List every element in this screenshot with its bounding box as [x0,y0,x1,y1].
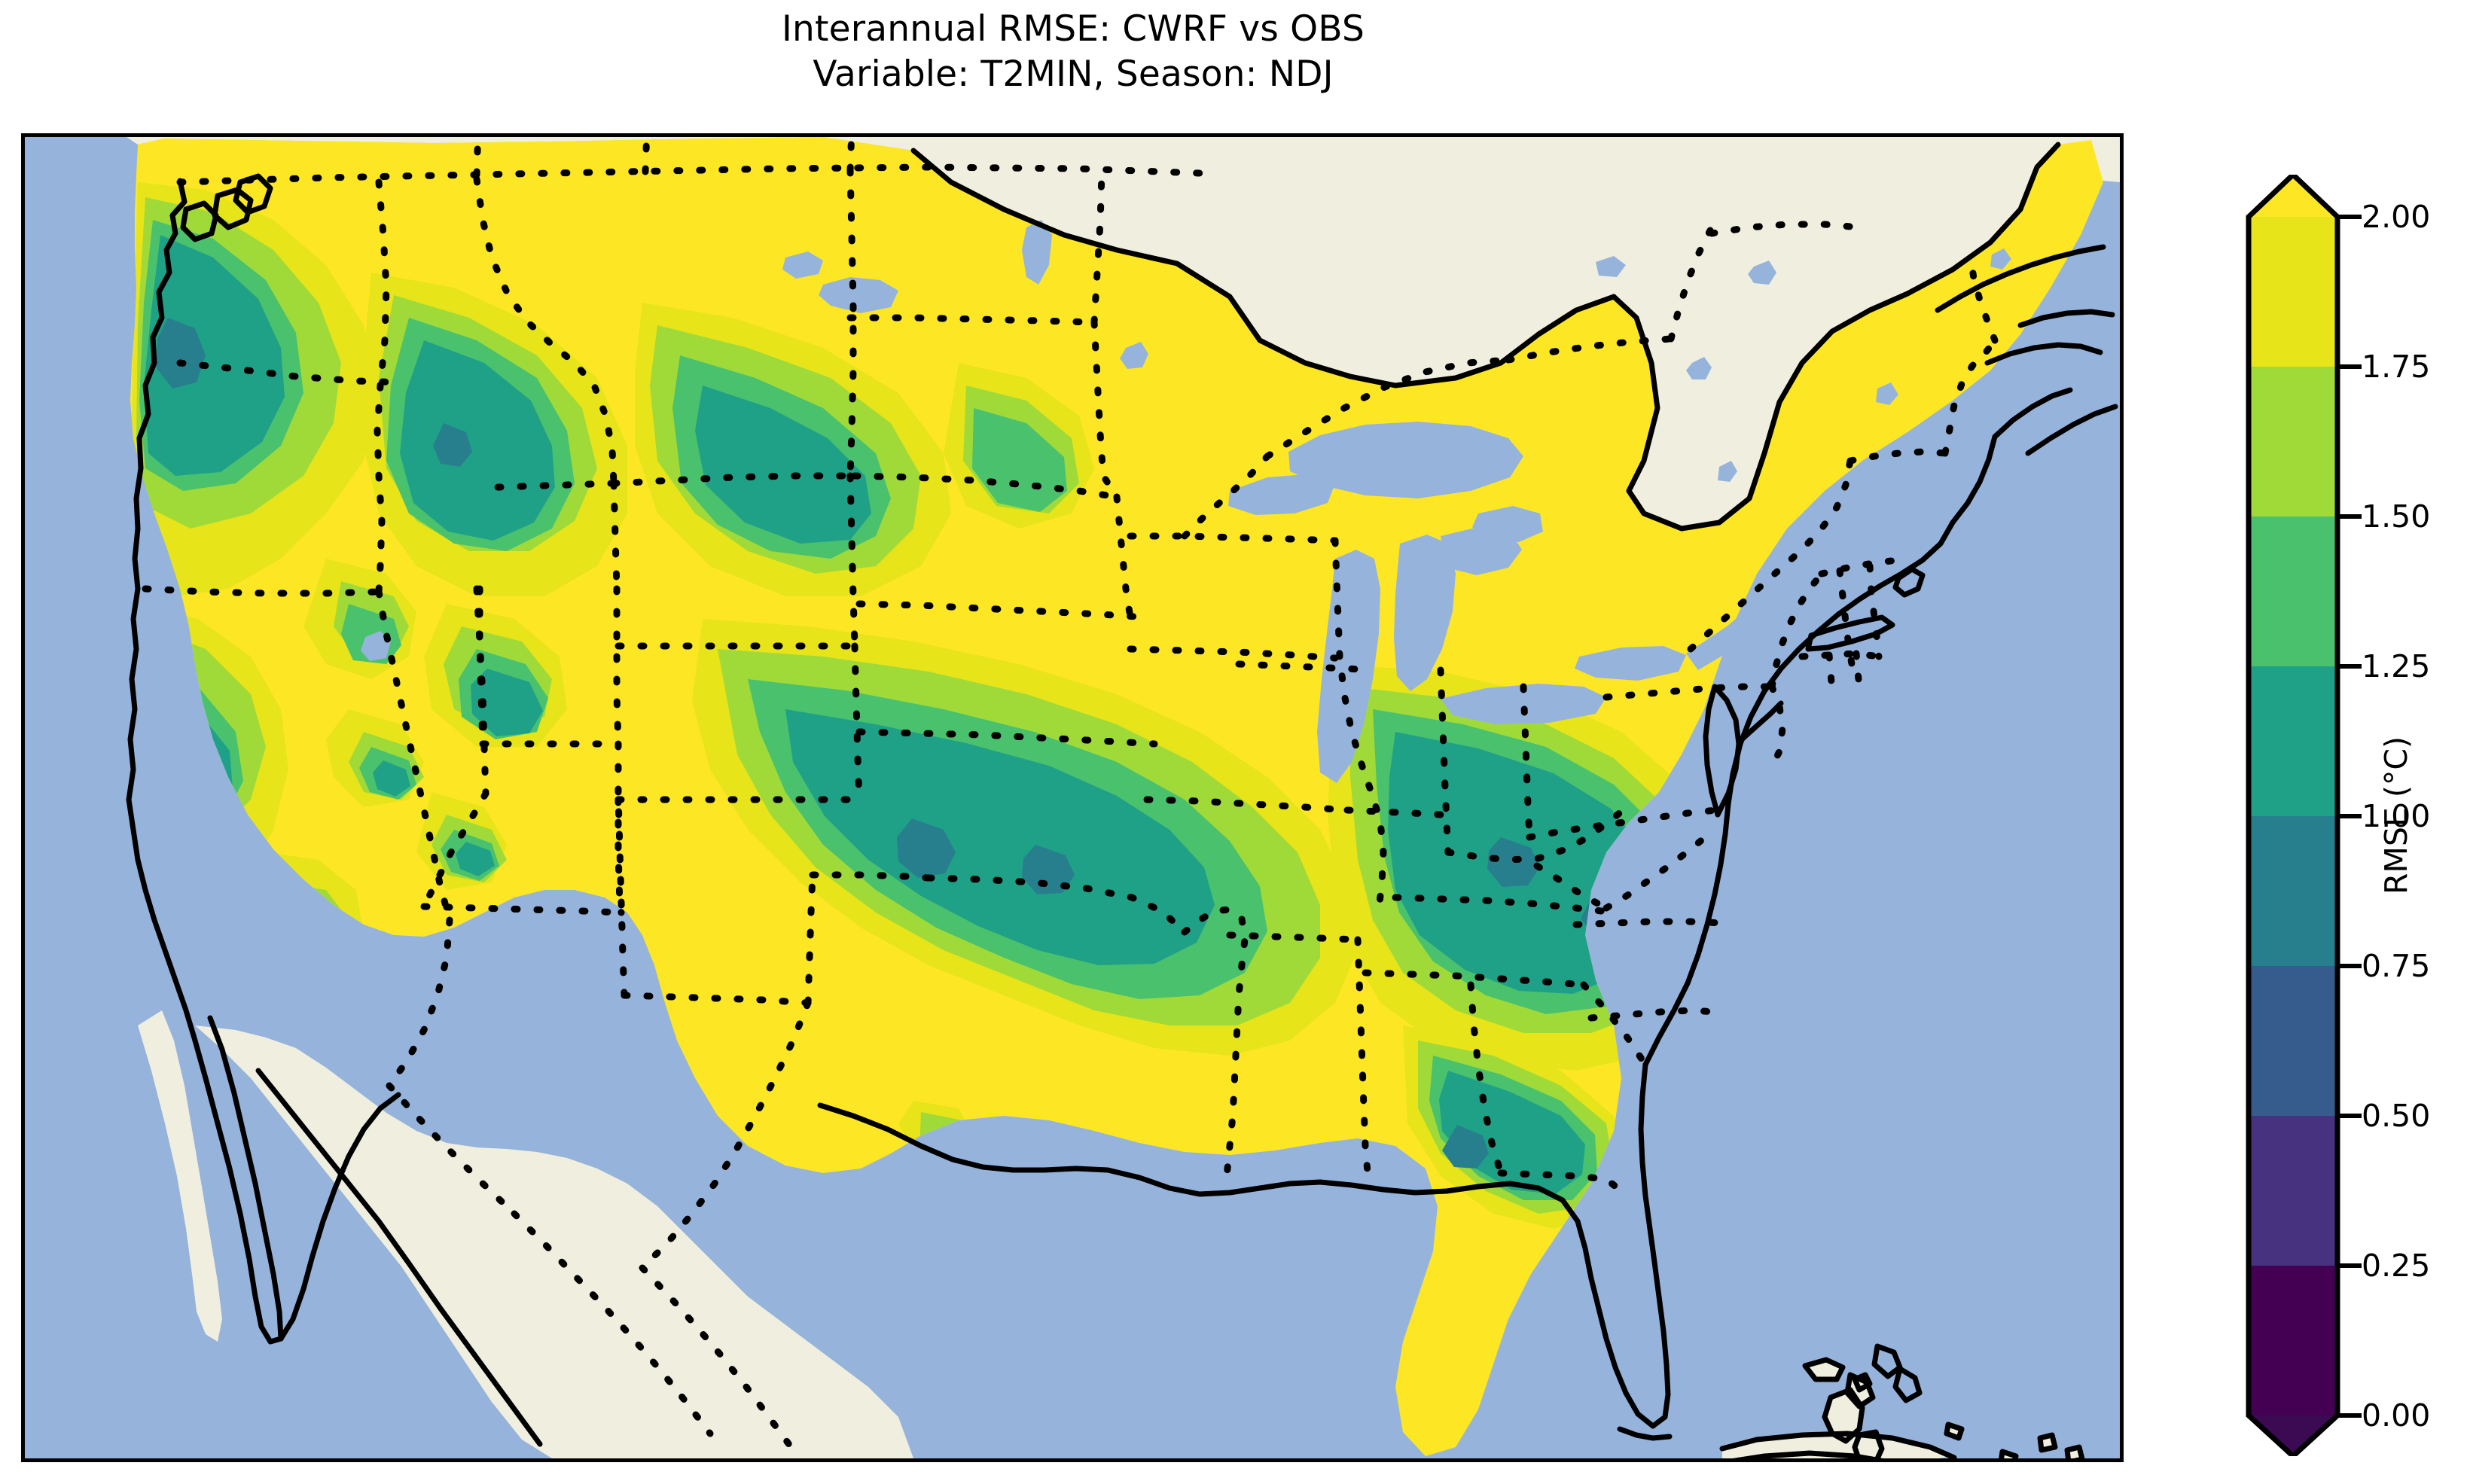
page-title: Interannual RMSE: CWRF vs OBS [781,8,1365,50]
colorbar-extend-under [2249,1415,2337,1456]
colorbar: 2.00 1.75 1.50 1.25 1.00 0.75 0.50 0.25 … [2246,175,2467,1456]
colorbar-axis-label: RMSE (°C) [2378,736,2414,894]
map-axes-frame [21,133,2124,1462]
colorbar-tick-label: 1.25 [2362,648,2431,684]
colorbar-svg [2246,175,2362,1456]
coastlines [126,142,2118,1458]
lakes [361,220,2079,783]
colorbar-tick-label: 2.00 [2362,199,2431,235]
colorbar-tick-label: 0.25 [2362,1248,2431,1284]
colorbar-bar [2246,175,2362,1456]
colorbar-tick-label: 0.50 [2362,1098,2431,1134]
state-borders [142,137,1999,1449]
figure-subtitle: Variable: T2MIN, Season: NDJ [813,53,1334,95]
colorbar-tick-label: 1.50 [2362,498,2431,535]
colorbar-tick-label: 0.75 [2362,948,2431,984]
colorbar-tick-label: 0.00 [2362,1397,2431,1434]
figure-title-block: Interannual RMSE: CWRF vs OBS Variable: … [0,0,2146,96]
colorbar-tick-label: 1.00 [2362,798,2431,834]
colorbar-tick-label: 1.75 [2362,349,2431,385]
colorbar-extend-over [2249,175,2337,217]
contour-map [25,137,2120,1458]
colorbar-tick-labels: 2.00 1.75 1.50 1.25 1.00 0.75 0.50 0.25 … [2362,199,2467,1434]
land-polygons [127,137,2120,1458]
